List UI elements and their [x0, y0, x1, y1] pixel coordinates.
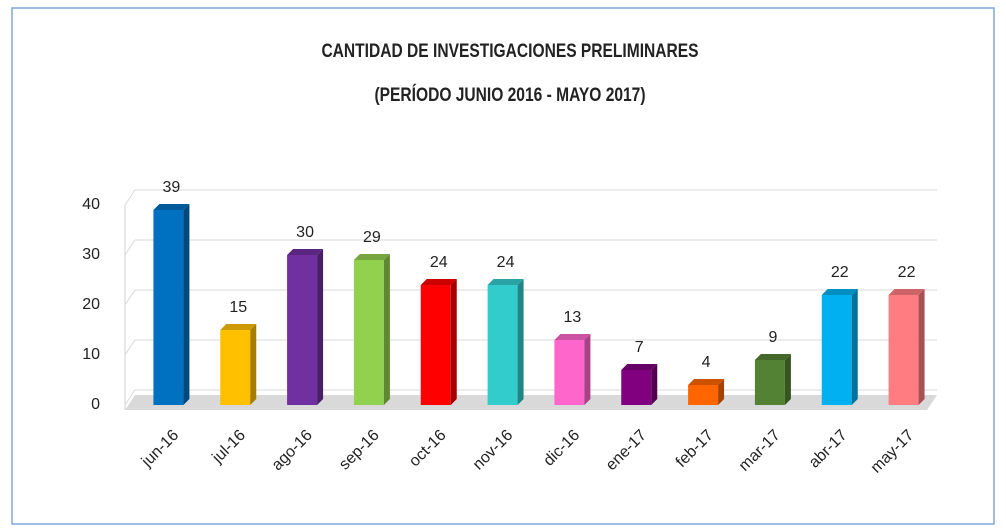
bar-side — [651, 364, 658, 405]
bar-side — [784, 354, 791, 405]
bar — [621, 370, 652, 405]
y-tick-label: 30 — [82, 246, 100, 263]
data-label: 30 — [296, 224, 314, 241]
y-tick-label: 10 — [82, 346, 100, 363]
bar — [420, 285, 451, 405]
bar-top — [821, 289, 858, 295]
bar-top — [153, 204, 190, 210]
chart-subtitle: (PERÍODO JUNIO 2016 - MAYO 2017) — [374, 84, 645, 106]
bar — [554, 340, 585, 405]
data-label: 22 — [898, 264, 916, 281]
bar-side — [918, 289, 925, 405]
data-label: 24 — [497, 254, 515, 271]
bar-side — [250, 324, 257, 405]
bar-top — [888, 289, 925, 295]
y-tick-label: 40 — [82, 196, 100, 213]
bar — [888, 295, 919, 405]
bar — [353, 260, 384, 405]
data-label: 29 — [363, 229, 381, 246]
bar — [487, 285, 518, 405]
bar-side — [517, 279, 524, 405]
bar-top — [621, 364, 658, 370]
bar-top — [688, 379, 725, 385]
data-label: 22 — [831, 264, 849, 281]
bar-side — [718, 379, 725, 405]
bar — [153, 210, 184, 405]
y-tick-label: 20 — [82, 296, 100, 313]
bar-top — [420, 279, 457, 285]
data-label: 13 — [564, 309, 582, 326]
bar-top — [487, 279, 524, 285]
grid-line — [124, 189, 136, 206]
data-label: 4 — [702, 354, 711, 371]
bar-top — [554, 334, 591, 340]
floor — [125, 395, 937, 410]
bar-top — [353, 254, 390, 260]
y-tick-label: 0 — [91, 396, 100, 413]
bar-side — [317, 249, 324, 405]
bar — [754, 360, 785, 405]
grid-line — [124, 389, 136, 406]
chart-title: CANTIDAD DE INVESTIGACIONES PRELIMINARES — [321, 40, 698, 62]
bar — [821, 295, 852, 405]
data-label: 39 — [163, 179, 181, 196]
bar — [287, 255, 318, 405]
bar-side — [183, 204, 190, 405]
data-label: 24 — [430, 254, 448, 271]
bar — [220, 330, 251, 405]
data-label: 7 — [635, 339, 644, 356]
data-label: 9 — [768, 329, 777, 346]
bar-top — [754, 354, 791, 360]
grid-line — [124, 289, 136, 306]
bar-side — [851, 289, 858, 405]
bar-side — [450, 279, 457, 405]
grid-line — [124, 339, 136, 356]
bar-top — [287, 249, 324, 255]
grid-line — [124, 239, 136, 256]
bar-side — [584, 334, 591, 405]
bar-top — [220, 324, 257, 330]
bar — [688, 385, 719, 405]
data-label: 15 — [229, 299, 247, 316]
bar-side — [383, 254, 390, 405]
